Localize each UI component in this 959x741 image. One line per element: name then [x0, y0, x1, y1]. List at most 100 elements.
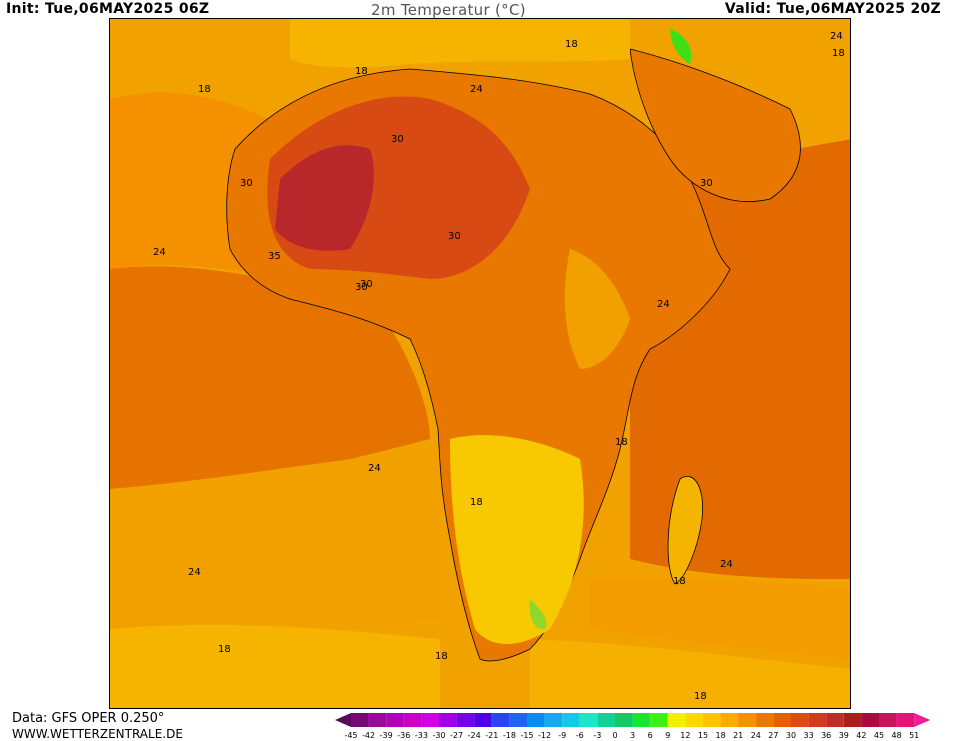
legend-tick-label: -6 — [576, 731, 584, 740]
contour-label: 18 — [694, 691, 707, 702]
legend-tick-label: 21 — [733, 731, 743, 740]
legend-tick-label: -3 — [593, 731, 601, 740]
contour-label: 18 — [470, 497, 483, 508]
legend-swatch — [843, 713, 862, 727]
legend-swatch — [826, 713, 844, 727]
legend-swatch — [527, 713, 545, 727]
legend-tick-label: -15 — [520, 731, 533, 740]
legend-swatch — [597, 713, 615, 727]
contour-label: 18 — [565, 39, 578, 50]
legend-tick-label: -39 — [380, 731, 393, 740]
map-canvas: 18 18 18 24 24 18 30 30 30 30 24 35 30 3… — [110, 19, 850, 708]
legend-swatch — [773, 713, 791, 727]
contour-label: 30 — [391, 134, 404, 145]
southern-ocean-cool — [530, 639, 850, 708]
legend-tick-label: -24 — [468, 731, 481, 740]
legend-tick-label: 3 — [630, 731, 635, 740]
contour-label: 24 — [830, 31, 843, 42]
legend-swatch — [456, 713, 475, 727]
contour-label: 24 — [153, 247, 166, 258]
contour-label: 18 — [435, 651, 448, 662]
legend-tick-label: -42 — [362, 731, 375, 740]
contour-label: 30 — [355, 282, 368, 293]
contour-label: 18 — [355, 66, 368, 77]
legend-swatch — [650, 713, 668, 727]
contour-label: 18 — [832, 48, 845, 59]
legend-right-arrow — [914, 713, 931, 727]
legend-swatch — [509, 713, 527, 727]
init-time-label: Init: Tue,06MAY2025 06Z — [6, 1, 210, 17]
legend-tick-label: -30 — [432, 731, 445, 740]
contour-label: 30 — [240, 178, 253, 189]
atlantic-warm-core — [110, 266, 430, 489]
legend-tick-label: 15 — [698, 731, 708, 740]
legend-tick-label: -21 — [485, 731, 498, 740]
valid-time-label: Valid: Tue,06MAY2025 20Z — [724, 1, 941, 17]
legend-tick-label: 33 — [804, 731, 814, 740]
sahel-hottest-zone — [275, 145, 374, 251]
legend-swatch — [720, 713, 739, 727]
legend-tick-label: 24 — [751, 731, 761, 740]
legend-swatch — [351, 713, 369, 727]
contour-label: 24 — [720, 559, 733, 570]
legend-tick-label: -36 — [397, 731, 410, 740]
legend-tick-label: 48 — [892, 731, 902, 740]
mediterranean-sea — [290, 19, 630, 68]
legend-tick-label: 9 — [665, 731, 670, 740]
legend-tick-label: -27 — [450, 731, 463, 740]
legend-tick-label: 45 — [874, 731, 884, 740]
data-source-label: Data: GFS OPER 0.250° — [12, 711, 165, 726]
legend-tick-label: 12 — [680, 731, 690, 740]
legend-swatch — [386, 713, 404, 727]
contour-label: 24 — [657, 299, 670, 310]
legend-tick-label: -9 — [558, 731, 566, 740]
legend-swatch — [738, 713, 756, 727]
legend-tick-label: 51 — [909, 731, 919, 740]
legend-swatch — [861, 713, 879, 727]
legend-swatch — [755, 713, 774, 727]
legend-swatch — [808, 713, 827, 727]
lesotho-cool-spot — [529, 599, 547, 630]
legend-tick-label: 0 — [612, 731, 617, 740]
legend-swatch — [685, 713, 703, 727]
legend-swatch — [403, 713, 422, 727]
contour-label: 30 — [448, 231, 461, 242]
contour-label: 24 — [188, 567, 201, 578]
legend-swatch — [474, 713, 492, 727]
legend-swatch — [791, 713, 809, 727]
chart-title: 2m Temperatur (°C) — [371, 1, 526, 19]
legend-swatch — [579, 713, 598, 727]
legend-swatch — [667, 713, 686, 727]
legend-tick-label: 6 — [648, 731, 653, 740]
contour-label: 30 — [360, 279, 373, 290]
legend-tick-label: -33 — [415, 731, 428, 740]
legend-swatch — [544, 713, 563, 727]
contour-label: 18 — [198, 84, 211, 95]
madagascar — [667, 476, 703, 585]
legend-tick-label: 18 — [716, 731, 726, 740]
legend-tick-label: 39 — [839, 731, 849, 740]
southern-africa-cool — [450, 435, 584, 644]
legend-swatch — [421, 713, 439, 727]
legend-tick-label: 42 — [856, 731, 866, 740]
legend-tick-label: 30 — [786, 731, 796, 740]
contour-label: 35 — [268, 251, 281, 262]
south-atlantic-cool — [110, 624, 440, 708]
contour-label: 18 — [673, 576, 686, 587]
legend-tick-label: -18 — [503, 731, 516, 740]
legend-tick-label: 36 — [821, 731, 831, 740]
contour-labels: 18 18 18 24 24 18 30 30 30 30 24 35 30 3… — [153, 31, 845, 702]
levant-cool-spot — [670, 29, 692, 64]
contour-label: 30 — [700, 178, 713, 189]
legend-tick-label: -45 — [344, 731, 357, 740]
temperature-map: 18 18 18 24 24 18 30 30 30 30 24 35 30 3… — [109, 18, 851, 709]
legend-swatch — [632, 713, 651, 727]
contour-label: 24 — [368, 463, 381, 474]
legend-swatch — [439, 713, 457, 727]
legend-swatch — [562, 713, 580, 727]
legend-swatch — [368, 713, 387, 727]
contour-label: 18 — [615, 437, 628, 448]
contour-label: 18 — [218, 644, 231, 655]
legend-tick-label: -12 — [538, 731, 551, 740]
website-label: WWW.WETTERZENTRALE.DE — [12, 727, 183, 741]
